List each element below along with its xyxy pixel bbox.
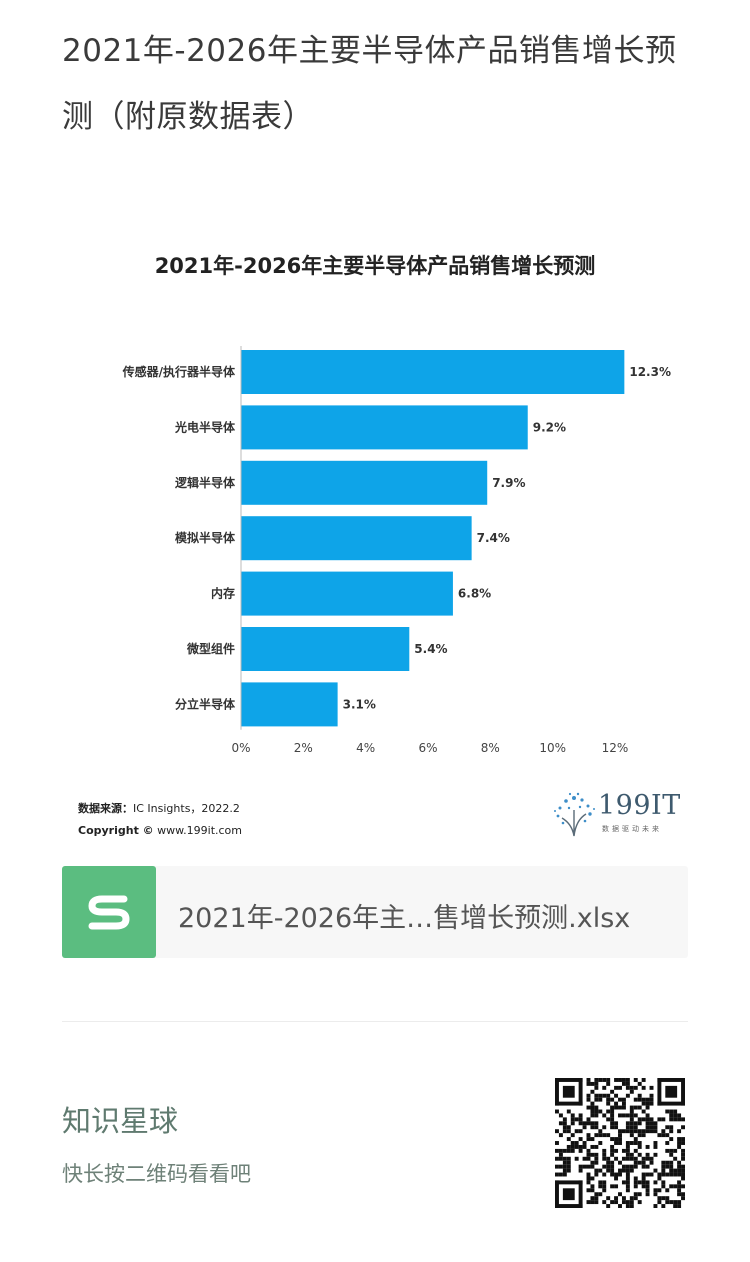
category-label: 光电半导体 <box>174 419 236 434</box>
category-label: 传感器/执行器半导体 <box>122 364 236 379</box>
bar <box>241 405 528 450</box>
source-text: IC Insights，2022.2 <box>133 802 240 815</box>
category-label: 内存 <box>211 586 235 601</box>
value-label: 12.3% <box>629 365 671 379</box>
bar <box>241 571 453 616</box>
bar <box>241 682 338 727</box>
attachment-card[interactable]: 2021年-2026年主…售增长预测.xlsx <box>62 866 688 958</box>
attachment-file-name[interactable]: 2021年-2026年主…售增长预测.xlsx <box>178 903 631 934</box>
category-label: 微型组件 <box>186 641 235 656</box>
value-label: 7.4% <box>477 531 510 545</box>
category-label: 逻辑半导体 <box>175 475 236 490</box>
value-label: 9.2% <box>533 420 566 434</box>
qr-code-icon[interactable] <box>554 1078 686 1208</box>
value-label: 6.8% <box>458 587 491 601</box>
x-tick-label: 6% <box>418 741 437 755</box>
x-tick-label: 4% <box>356 741 375 755</box>
brand-slogan: 数据驱动未来 <box>602 825 662 833</box>
bar <box>241 627 410 671</box>
x-tick-label: 0% <box>231 741 250 755</box>
bar <box>241 350 625 394</box>
x-tick-label: 10% <box>539 741 566 755</box>
x-tick-label: 12% <box>602 741 629 755</box>
chart-source: 数据来源：IC Insights，2022.2 Copyright © www.… <box>78 798 242 842</box>
spreadsheet-icon <box>62 866 156 958</box>
spreadsheet-glyph <box>88 895 130 930</box>
promo-title: 知识星球 <box>62 1104 179 1138</box>
category-label: 模拟半导体 <box>175 530 236 545</box>
dandelion-icon <box>554 792 595 837</box>
brand-logo: 199IT 数据驱动未来 <box>552 790 692 840</box>
chart-title: 2021年-2026年主要半导体产品销售增长预测 <box>154 254 596 278</box>
bar <box>241 460 488 505</box>
value-label: 7.9% <box>492 476 525 490</box>
bar-chart: 传感器/执行器半导体 12.3% 光电半导体 9.2% 逻辑半导体 7.9% 模拟半导体 7.… <box>122 346 671 755</box>
x-tick-label: 2% <box>294 741 313 755</box>
article-title: 2021年-2026年主要半导体产品销售增长预测（附原数据表） <box>62 33 677 135</box>
bar <box>241 516 472 561</box>
promo-subtitle: 快长按二维码看看吧 <box>62 1162 251 1186</box>
copyright-site: www.199it.com <box>157 824 243 837</box>
value-label: 5.4% <box>414 642 447 656</box>
value-label: 3.1% <box>343 697 376 711</box>
copyright-label: Copyright © <box>78 824 154 837</box>
category-label: 分立半导体 <box>175 696 236 711</box>
brand-name: 199IT <box>598 790 681 821</box>
x-tick-label: 8% <box>481 741 500 755</box>
source-label: 数据来源： <box>78 802 133 815</box>
section-divider <box>62 1021 688 1022</box>
